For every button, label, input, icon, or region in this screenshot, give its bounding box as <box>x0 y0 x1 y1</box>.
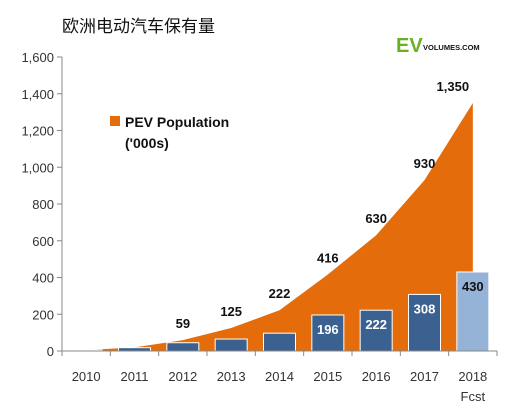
bar-data-label: 196 <box>317 322 339 337</box>
brand-logo-volumes: VOLUMES.COM <box>423 43 480 52</box>
area-layer <box>86 102 473 351</box>
y-tick-label: 0 <box>47 344 54 359</box>
bar-2017 <box>408 293 441 352</box>
x-tick-label: 2010 <box>72 369 101 384</box>
x-tick-label: 2014 <box>265 369 294 384</box>
bar-2013 <box>214 338 248 352</box>
x-tick-label: 2018 <box>458 369 487 384</box>
area-data-label: 416 <box>317 251 339 266</box>
y-tick-label: 1,000 <box>21 160 54 175</box>
bar-2018 <box>456 271 490 352</box>
legend: PEV Population ('000s) <box>110 114 229 151</box>
bar-data-label: 430 <box>462 279 484 294</box>
data-labels: 59 125 222 416 630 930 1,350 196 222 308 430 <box>176 79 484 337</box>
x-tick-label: 2013 <box>217 369 246 384</box>
y-tick-label: 200 <box>32 307 54 322</box>
x-axis: 2010 2011 2012 2013 2014 2015 2016 2017 2018 Fcst <box>61 350 498 404</box>
bar-2016 <box>359 309 393 352</box>
legend-sublabel: ('000s) <box>125 135 169 151</box>
x-tick-label: 2011 <box>121 369 149 384</box>
y-tick-label: 1,600 <box>21 50 54 65</box>
x-tick-label: 2012 <box>168 369 197 384</box>
y-tick-label: 1,200 <box>21 124 54 139</box>
y-tick-label: 600 <box>32 234 54 249</box>
bar-layer <box>69 271 490 352</box>
area-data-label: 1,350 <box>437 79 470 94</box>
pev-population-area <box>86 102 473 351</box>
bar-2014 <box>263 332 296 352</box>
x-tick-label: 2016 <box>362 369 391 384</box>
bar-data-label: 308 <box>414 301 436 316</box>
area-data-label: 630 <box>365 211 387 226</box>
y-tick-label: 400 <box>32 271 54 286</box>
area-data-label: 222 <box>269 286 291 301</box>
bar-data-label: 222 <box>365 317 387 332</box>
x-tick-label: 2015 <box>313 369 342 384</box>
legend-swatch <box>110 116 120 126</box>
chart-title: 欧洲电动汽车保有量 <box>62 17 215 37</box>
x-tick-label: 2017 <box>410 369 439 384</box>
legend-label: PEV Population <box>125 114 229 130</box>
y-tick-label: 1,400 <box>21 87 54 102</box>
y-tick-label: 800 <box>32 197 54 212</box>
brand-logo: EV VOLUMES.COM <box>396 35 480 57</box>
area-data-label: 930 <box>414 156 436 171</box>
bar-2012 <box>166 342 200 352</box>
brand-logo-ev: EV <box>396 35 423 57</box>
x-tick-sublabel: Fcst <box>461 389 486 404</box>
area-data-label: 59 <box>176 316 190 331</box>
area-data-label: 125 <box>220 304 242 319</box>
y-axis: 0 200 400 600 800 1,000 1,200 1,400 1,600 <box>21 50 63 359</box>
